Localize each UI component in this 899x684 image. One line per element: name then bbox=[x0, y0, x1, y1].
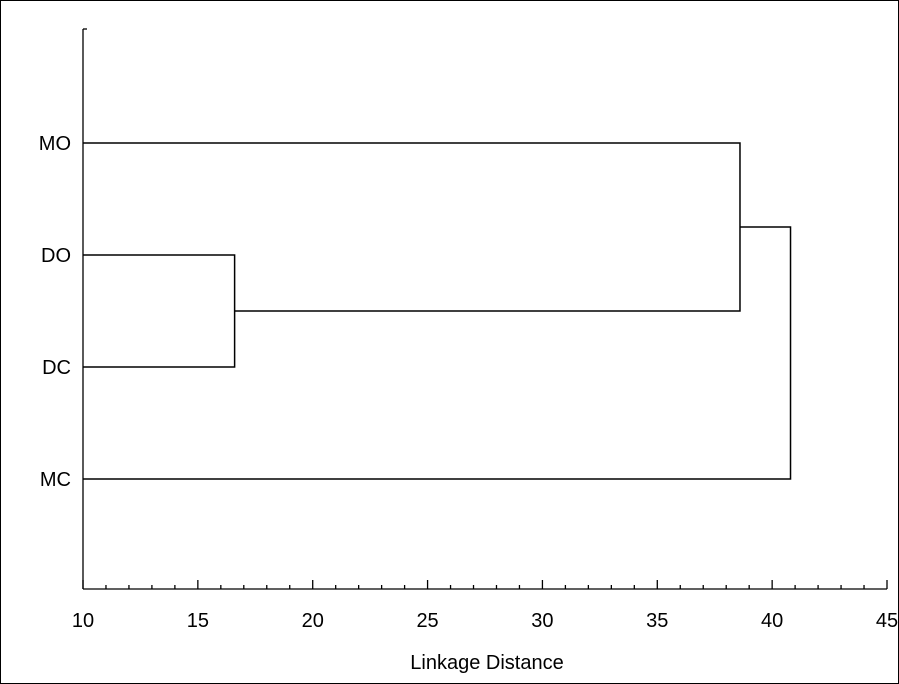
axes bbox=[82, 28, 887, 590]
x-tick-label: 25 bbox=[416, 610, 438, 632]
x-tick-label: 30 bbox=[531, 610, 553, 632]
x-axis-title: Linkage Distance bbox=[410, 652, 563, 674]
leaf-label-dc: DC bbox=[42, 357, 71, 379]
x-tick-labels: 10 15 20 25 30 35 40 45 bbox=[72, 610, 898, 632]
x-tick-label: 15 bbox=[187, 610, 209, 632]
x-tick-label: 45 bbox=[876, 610, 898, 632]
dendrogram-links bbox=[83, 142, 792, 480]
leaf-label-do: DO bbox=[41, 245, 71, 267]
merge-link-3 bbox=[83, 226, 792, 480]
leaf-label-mc: MC bbox=[40, 469, 71, 491]
x-tick-label: 35 bbox=[646, 610, 668, 632]
merge-link-2 bbox=[83, 142, 741, 312]
merge-link-1 bbox=[83, 254, 236, 368]
leaf-label-mo: MO bbox=[39, 133, 71, 155]
x-tick-label: 40 bbox=[761, 610, 783, 632]
x-tick-label: 20 bbox=[302, 610, 324, 632]
x-ticks bbox=[82, 580, 888, 589]
leaf-labels: MO DO DC MC bbox=[39, 133, 71, 491]
x-tick-label: 10 bbox=[72, 610, 94, 632]
